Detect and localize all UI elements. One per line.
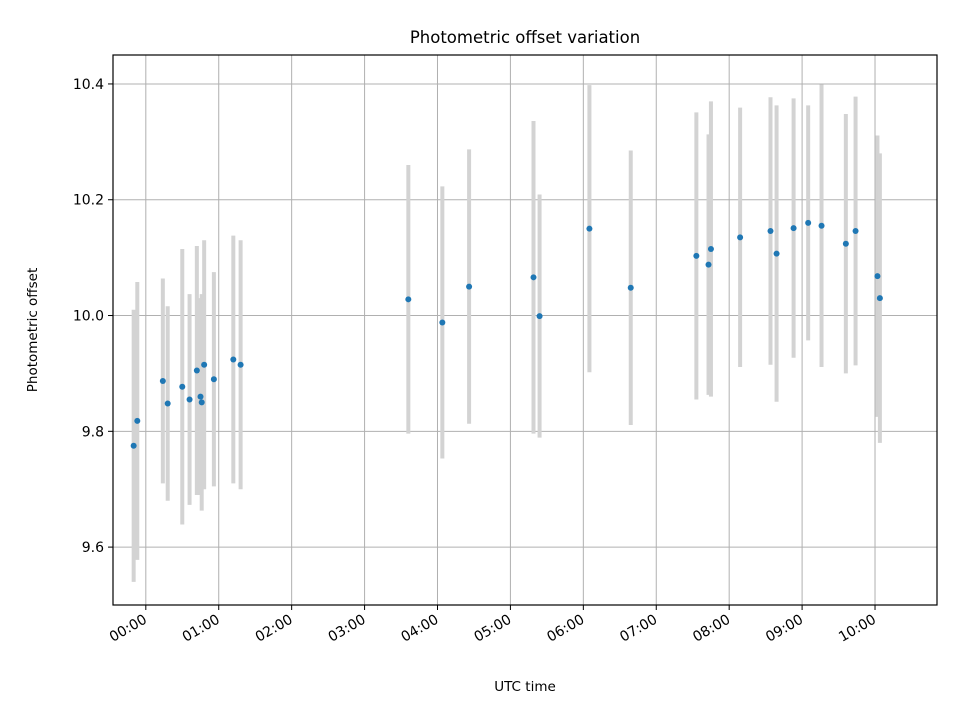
data-point	[439, 319, 446, 326]
data-point	[237, 361, 244, 368]
data-point	[530, 274, 537, 281]
y-axis-ticks: 9.6 9.8 10.0 10.2 10.4	[73, 77, 113, 556]
data-point	[737, 234, 744, 241]
y-tick-label: 10.4	[73, 77, 104, 93]
data-point	[466, 283, 473, 290]
data-point	[874, 273, 881, 280]
data-point	[201, 361, 208, 368]
data-point	[198, 399, 205, 406]
grid	[113, 55, 937, 605]
data-point	[405, 296, 412, 303]
data-point	[134, 417, 141, 424]
y-tick-label: 10.0	[73, 309, 104, 325]
data-point	[767, 228, 774, 234]
data-point	[627, 284, 634, 291]
data-point	[193, 367, 200, 374]
y-tick-label: 9.8	[82, 424, 104, 440]
data-point	[179, 383, 186, 390]
data-point	[842, 240, 849, 247]
data-point	[852, 228, 859, 234]
data-point	[818, 222, 825, 229]
data-points	[130, 219, 883, 449]
data-point	[790, 225, 797, 232]
data-point	[159, 377, 166, 384]
data-point	[693, 252, 700, 259]
y-tick-label: 9.6	[82, 540, 104, 556]
data-point	[164, 400, 171, 407]
data-point	[705, 261, 712, 268]
plot-frame	[112, 54, 938, 606]
data-point	[197, 393, 204, 400]
y-tick-label: 10.2	[73, 193, 104, 209]
data-point	[186, 396, 193, 403]
data-point	[130, 442, 137, 449]
data-point	[805, 219, 812, 226]
data-point	[707, 245, 714, 252]
data-point	[876, 295, 883, 302]
x-axis-label: UTC time	[494, 679, 556, 695]
data-point	[230, 356, 237, 363]
data-point	[536, 313, 543, 320]
chart-title: Photometric offset variation	[410, 28, 640, 47]
data-point	[210, 376, 217, 383]
y-axis-label: Photometric offset	[25, 268, 41, 392]
data-point	[586, 225, 593, 232]
data-point	[773, 250, 780, 257]
